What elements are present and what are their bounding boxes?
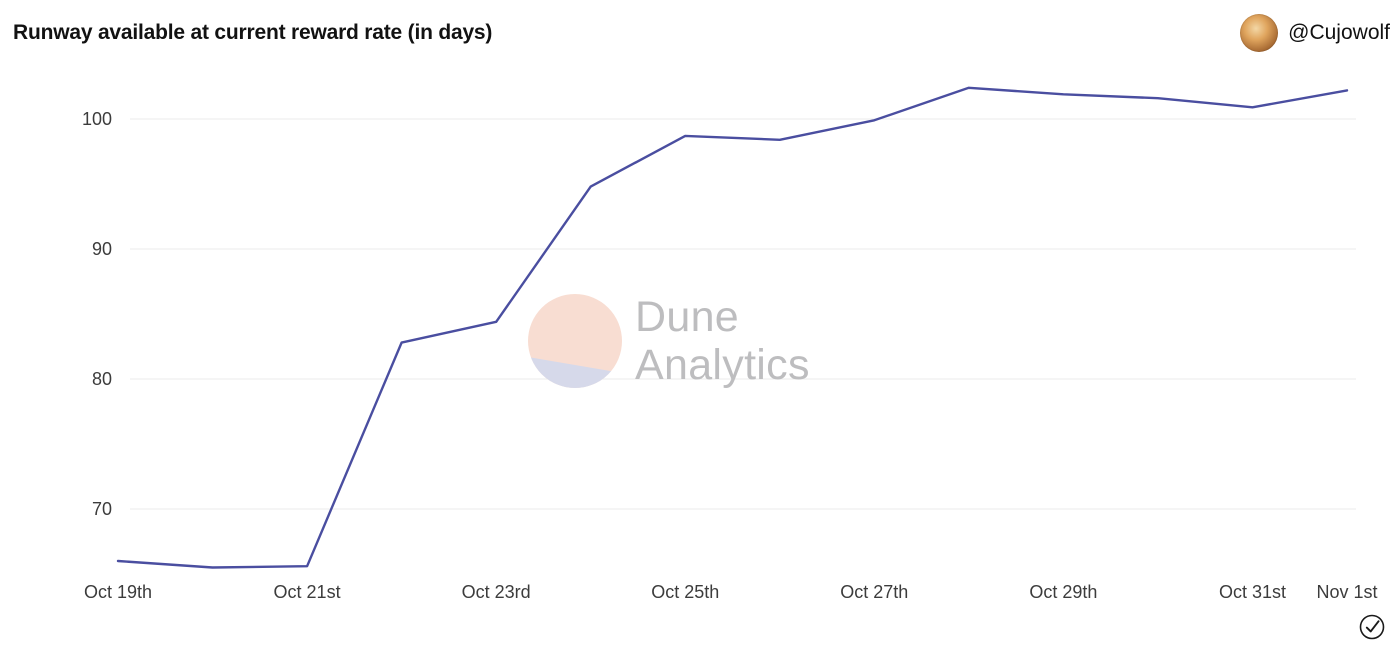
y-axis-label: 70 bbox=[92, 499, 112, 519]
avatar[interactable] bbox=[1240, 14, 1279, 52]
author-handle[interactable]: @Cujowolf bbox=[1288, 21, 1390, 44]
dune-logo-icon bbox=[528, 294, 622, 388]
watermark-line2: Analytics bbox=[635, 341, 810, 389]
x-axis-label: Oct 19th bbox=[84, 582, 152, 602]
dune-watermark: Dune Analytics bbox=[528, 293, 810, 389]
x-axis-label: Nov 1st bbox=[1316, 582, 1377, 602]
x-axis-label: Oct 23rd bbox=[462, 582, 531, 602]
watermark-line1: Dune bbox=[635, 293, 739, 341]
chart-title: Runway available at current reward rate … bbox=[13, 21, 493, 44]
y-axis-label: 100 bbox=[82, 109, 112, 129]
x-axis-label: Oct 27th bbox=[840, 582, 908, 602]
check-circle-icon bbox=[1359, 614, 1385, 640]
y-axis-label: 80 bbox=[92, 369, 112, 389]
x-axis-label: Oct 29th bbox=[1029, 582, 1097, 602]
chart-header: Runway available at current reward rate … bbox=[0, 0, 1400, 56]
watermark-text: Dune Analytics bbox=[635, 293, 810, 389]
x-axis-label: Oct 25th bbox=[651, 582, 719, 602]
y-axis-label: 90 bbox=[92, 239, 112, 259]
data-series-line bbox=[116, 86, 1349, 569]
author-badge[interactable]: @Cujowolf bbox=[1240, 14, 1390, 52]
x-axis-label: Oct 31st bbox=[1219, 582, 1286, 602]
x-axis-label: Oct 21st bbox=[274, 582, 341, 602]
